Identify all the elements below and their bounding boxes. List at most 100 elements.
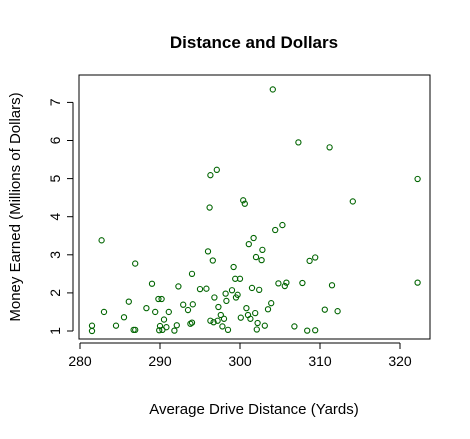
data-point [245, 240, 252, 248]
y-tick-label: 5 [47, 174, 63, 182]
data-point [243, 304, 250, 312]
data-point [215, 303, 222, 311]
data-point [189, 301, 196, 308]
data-point [312, 254, 319, 261]
data-point [148, 280, 156, 287]
data-point [261, 322, 268, 329]
data-point [230, 263, 237, 271]
data-point [210, 319, 217, 326]
x-axis-label: Average Drive Distance (Yards) [149, 401, 359, 418]
x-tick-label: 320 [388, 353, 412, 369]
data-point [281, 282, 288, 290]
x-axis: 280 290 300 310 320 [68, 342, 412, 369]
data-point [312, 327, 319, 334]
data-point [414, 279, 421, 286]
data-point [321, 306, 328, 313]
data-point [414, 175, 421, 183]
data-point [252, 253, 260, 261]
data-point [253, 326, 260, 333]
data-point [207, 317, 214, 324]
data-point [228, 287, 236, 294]
data-point [259, 246, 266, 253]
data-point [334, 308, 341, 315]
data-point [241, 200, 248, 207]
data-point [188, 270, 196, 277]
data-point [224, 326, 232, 334]
data-point [132, 326, 139, 334]
data-point [254, 319, 261, 327]
data-point [269, 86, 276, 93]
data-point [247, 315, 254, 322]
data-point [173, 322, 180, 329]
plot-area-frame [78, 74, 431, 340]
data-point [328, 282, 336, 289]
data-point [326, 144, 333, 151]
data-point [120, 314, 128, 321]
data-point [143, 304, 150, 312]
data-point [214, 317, 221, 324]
x-tick-label: 300 [228, 353, 252, 369]
data-point [209, 257, 216, 264]
data-point [304, 327, 311, 334]
y-tick-label: 1 [47, 327, 63, 335]
y-axis: 1 2 3 4 5 6 7 [47, 98, 74, 335]
y-tick-label: 7 [47, 98, 63, 106]
data-point [204, 248, 212, 255]
data-point [250, 234, 257, 242]
data-point [283, 279, 290, 286]
chart-title: Distance and Dollars [170, 33, 338, 52]
x-tick-label: 290 [148, 353, 172, 369]
data-point [112, 322, 120, 329]
data-point [234, 291, 241, 298]
y-tick-label: 6 [47, 136, 63, 144]
data-point [272, 226, 279, 234]
data-point [268, 300, 275, 307]
data-point [306, 257, 313, 265]
y-tick-label: 4 [47, 213, 63, 221]
data-point [98, 237, 105, 244]
data-point [256, 286, 263, 294]
data-point [291, 323, 298, 330]
data-point [206, 204, 213, 211]
data-point [349, 198, 356, 205]
data-point [171, 327, 178, 334]
data-point [237, 314, 244, 321]
data-point [132, 260, 139, 267]
data-point [184, 306, 192, 314]
data-point [175, 283, 182, 290]
data-point [275, 280, 282, 287]
data-point [188, 319, 196, 326]
data-point [223, 297, 230, 305]
data-point [163, 324, 170, 331]
y-tick-label: 2 [47, 289, 63, 297]
data-point [217, 311, 224, 319]
data-point [299, 279, 306, 287]
data-point [180, 301, 187, 308]
data-point [240, 197, 247, 204]
y-tick-label: 3 [47, 251, 63, 259]
data-point [156, 327, 163, 334]
data-point [295, 139, 302, 146]
data-point [152, 308, 159, 316]
data-point [100, 308, 108, 316]
data-point [196, 285, 204, 293]
data-point [211, 294, 218, 301]
data-point [158, 295, 165, 303]
x-tick-label: 280 [68, 353, 92, 369]
data-point [279, 221, 286, 229]
data-point [258, 256, 265, 264]
y-axis-label: Money Earned (Millions of Dollars) [7, 92, 24, 321]
data-point [252, 309, 259, 317]
data-point [213, 166, 220, 173]
data-point [88, 322, 96, 329]
data-point [203, 285, 210, 292]
data-point [207, 172, 214, 179]
data-point [187, 320, 194, 327]
data-point [125, 298, 132, 305]
data-points [88, 86, 421, 335]
data-point [236, 275, 244, 282]
data-point [155, 295, 162, 303]
data-point [219, 323, 226, 330]
data-point [248, 284, 256, 292]
